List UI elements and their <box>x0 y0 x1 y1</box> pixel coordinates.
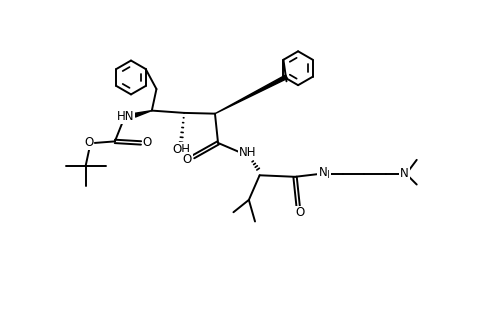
Text: O: O <box>295 207 304 220</box>
Text: O: O <box>142 136 152 149</box>
Text: N: N <box>400 167 409 180</box>
Text: O: O <box>183 153 192 166</box>
Text: H: H <box>322 169 330 179</box>
Polygon shape <box>215 75 287 114</box>
Text: O: O <box>84 136 93 149</box>
Polygon shape <box>134 110 152 117</box>
Text: HN: HN <box>117 110 134 123</box>
Text: NH: NH <box>239 146 256 159</box>
Text: OH: OH <box>172 143 190 156</box>
Text: N: N <box>318 167 327 179</box>
